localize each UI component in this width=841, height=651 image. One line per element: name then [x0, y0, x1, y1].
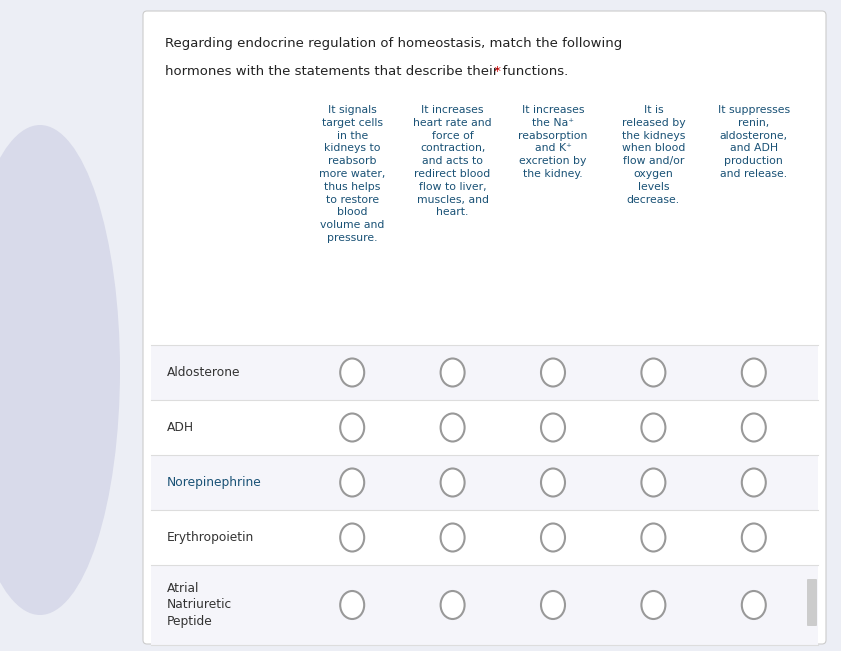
Text: It is
released by
the kidneys
when blood
flow and/or
oxygen
levels
decrease.: It is released by the kidneys when blood… — [621, 105, 685, 204]
FancyBboxPatch shape — [143, 11, 826, 644]
Ellipse shape — [341, 469, 364, 497]
Ellipse shape — [441, 359, 464, 387]
Text: Norepinephrine: Norepinephrine — [167, 476, 262, 489]
Text: hormones with the statements that describe their functions.: hormones with the statements that descri… — [165, 65, 569, 78]
Ellipse shape — [441, 413, 464, 441]
Ellipse shape — [642, 591, 665, 619]
Ellipse shape — [742, 413, 766, 441]
Text: *: * — [490, 65, 501, 78]
Ellipse shape — [642, 413, 665, 441]
FancyBboxPatch shape — [151, 510, 818, 565]
Text: It signals
target cells
in the
kidneys to
reabsorb
more water,
thus helps
to res: It signals target cells in the kidneys t… — [319, 105, 385, 243]
Ellipse shape — [642, 359, 665, 387]
Text: Atrial
Natriuretic
Peptide: Atrial Natriuretic Peptide — [167, 583, 232, 628]
FancyBboxPatch shape — [151, 400, 818, 455]
Text: Aldosterone: Aldosterone — [167, 366, 241, 379]
Ellipse shape — [541, 359, 565, 387]
Ellipse shape — [341, 359, 364, 387]
Ellipse shape — [341, 413, 364, 441]
FancyBboxPatch shape — [807, 579, 817, 626]
Ellipse shape — [742, 359, 766, 387]
Text: It increases
heart rate and
force of
contraction,
and acts to
redirect blood
flo: It increases heart rate and force of con… — [413, 105, 492, 217]
Ellipse shape — [441, 591, 464, 619]
FancyBboxPatch shape — [151, 565, 818, 645]
Ellipse shape — [441, 523, 464, 551]
Ellipse shape — [742, 469, 766, 497]
Ellipse shape — [642, 469, 665, 497]
Ellipse shape — [541, 523, 565, 551]
Text: It suppresses
renin,
aldosterone,
and ADH
production
and release.: It suppresses renin, aldosterone, and AD… — [717, 105, 790, 179]
Ellipse shape — [742, 523, 766, 551]
Ellipse shape — [541, 413, 565, 441]
Text: Erythropoietin: Erythropoietin — [167, 531, 254, 544]
Ellipse shape — [541, 591, 565, 619]
Text: Regarding endocrine regulation of homeostasis, match the following: Regarding endocrine regulation of homeos… — [165, 37, 622, 50]
Ellipse shape — [742, 591, 766, 619]
Text: ADH: ADH — [167, 421, 194, 434]
Ellipse shape — [341, 591, 364, 619]
FancyBboxPatch shape — [151, 345, 818, 400]
Ellipse shape — [0, 125, 120, 615]
Ellipse shape — [441, 469, 464, 497]
Text: It increases
the Na⁺
reabsorption
and K⁺
excretion by
the kidney.: It increases the Na⁺ reabsorption and K⁺… — [518, 105, 588, 179]
Ellipse shape — [341, 523, 364, 551]
Ellipse shape — [642, 523, 665, 551]
FancyBboxPatch shape — [151, 455, 818, 510]
Ellipse shape — [541, 469, 565, 497]
